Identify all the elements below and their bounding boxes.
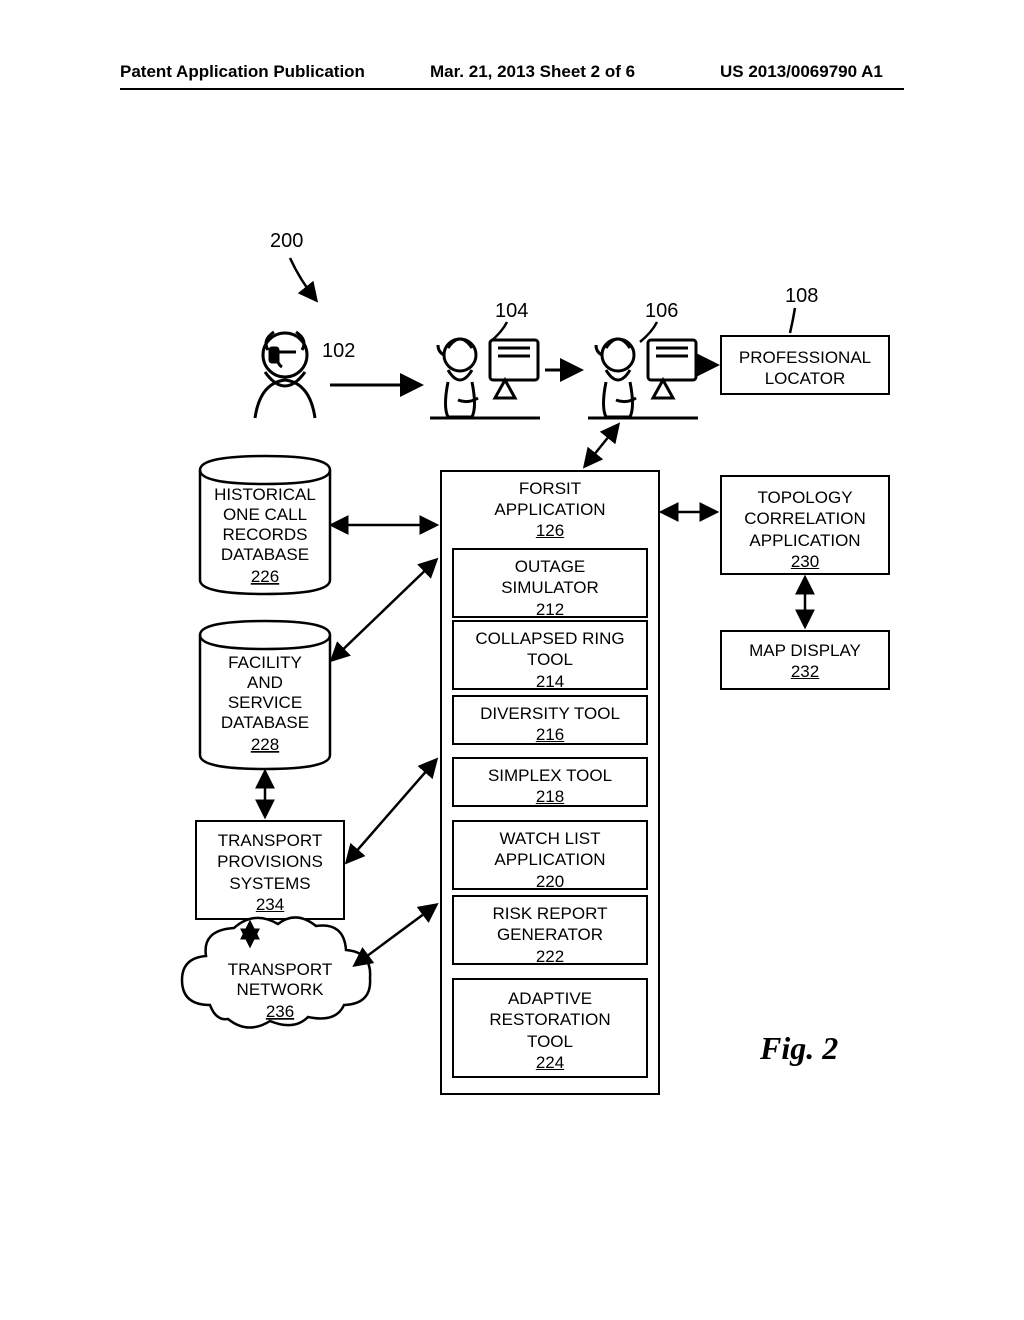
risk-num: 222 [536,947,564,966]
forsit-num: 126 [536,521,564,540]
svg-text:228: 228 [251,735,279,754]
node-transport-sys: TRANSPORT PROVISIONS SYSTEMS 234 [195,820,345,920]
header-left: Patent Application Publication [120,62,365,82]
ref-108: 108 [785,285,818,308]
ref-102: 102 [322,340,355,363]
node-adaptive: ADAPTIVE RESTORATION TOOL 224 [452,978,648,1078]
patent-figure-page: Patent Application Publication Mar. 21, … [0,0,1024,1320]
svg-text:ONE CALL: ONE CALL [223,505,307,524]
svg-text:DATABASE: DATABASE [221,545,309,564]
node-collapsed: COLLAPSED RING TOOL 214 [452,620,648,690]
node-diversity: DIVERSITY TOOL 216 [452,695,648,745]
transport-sys-num: 234 [256,895,284,914]
ref-106: 106 [645,300,678,323]
prof-locator-label: PROFESSIONAL LOCATOR [739,348,871,388]
adaptive-label: ADAPTIVE RESTORATION TOOL [458,988,642,1052]
simplex-label: SIMPLEX TOOL [458,765,642,786]
ref-104: 104 [495,300,528,323]
header-rule [120,88,904,90]
map-label: MAP DISPLAY [726,640,884,661]
svg-text:NETWORK: NETWORK [237,980,325,999]
node-map-display: MAP DISPLAY 232 [720,630,890,690]
collapsed-label: COLLAPSED RING TOOL [458,628,642,671]
node-outage: OUTAGE SIMULATOR 212 [452,548,648,618]
topology-label: TOPOLOGY CORRELATION APPLICATION [726,487,884,551]
figure-label: Fig. 2 [760,1030,838,1067]
svg-text:226: 226 [251,567,279,586]
transport-sys-label: TRANSPORT PROVISIONS SYSTEMS [201,830,339,894]
header-center: Mar. 21, 2013 Sheet 2 of 6 [430,62,635,82]
collapsed-num: 214 [536,672,564,691]
svg-text:SERVICE: SERVICE [228,693,302,712]
risk-label: RISK REPORT GENERATOR [458,903,642,946]
node-professional-locator: PROFESSIONAL LOCATOR [720,335,890,395]
header-right: US 2013/0069790 A1 [720,62,883,82]
simplex-num: 218 [536,787,564,806]
forsit-label: FORSIT APPLICATION [440,478,660,521]
node-topology: TOPOLOGY CORRELATION APPLICATION 230 [720,475,890,575]
node-simplex: SIMPLEX TOOL 218 [452,757,648,807]
topology-num: 230 [791,552,819,571]
svg-text:TRANSPORT: TRANSPORT [228,960,333,979]
ref-200: 200 [270,230,303,253]
watch-label: WATCH LIST APPLICATION [458,828,642,871]
outage-label: OUTAGE SIMULATOR [458,556,642,599]
outage-num: 212 [536,600,564,619]
diversity-label: DIVERSITY TOOL [458,703,642,724]
svg-text:AND: AND [247,673,283,692]
svg-text:RECORDS: RECORDS [222,525,307,544]
node-risk: RISK REPORT GENERATOR 222 [452,895,648,965]
map-num: 232 [791,662,819,681]
forsit-header: FORSIT APPLICATION 126 [440,478,660,541]
svg-text:236: 236 [266,1002,294,1021]
svg-text:DATABASE: DATABASE [221,713,309,732]
svg-text:FACILITY: FACILITY [228,653,302,672]
watch-num: 220 [536,872,564,891]
adaptive-num: 224 [536,1053,564,1072]
svg-text:HISTORICAL: HISTORICAL [214,485,316,504]
node-watch: WATCH LIST APPLICATION 220 [452,820,648,890]
diversity-num: 216 [536,725,564,744]
